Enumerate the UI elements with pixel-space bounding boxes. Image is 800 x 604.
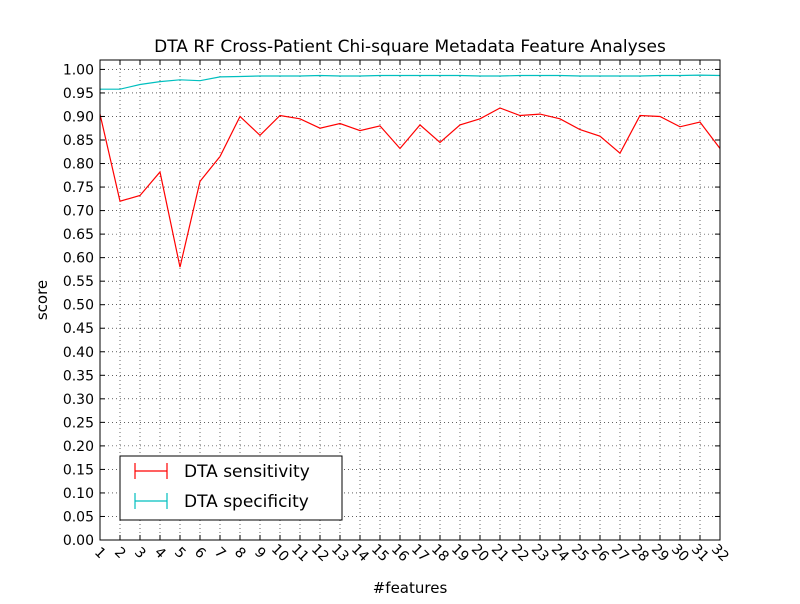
x-tick-label: 6 <box>191 544 209 562</box>
x-tick-label: 23 <box>528 541 552 565</box>
y-axis-label: score <box>33 280 51 320</box>
y-tick-label: 0.80 <box>63 157 94 173</box>
y-tick-label: 1.00 <box>63 62 94 78</box>
legend: DTA sensitivity DTA specificity <box>119 455 343 521</box>
x-tick-label: 10 <box>268 541 292 565</box>
legend-label: DTA specificity <box>184 492 309 512</box>
x-axis-label: #features <box>373 579 448 597</box>
y-tick-label: 0.40 <box>63 345 94 361</box>
legend-entry: DTA sensitivity <box>134 462 310 482</box>
y-tick-label: 0.85 <box>63 133 94 149</box>
x-tick-label: 17 <box>408 541 432 565</box>
x-tick-label: 14 <box>348 541 372 565</box>
x-tick-label: 5 <box>171 544 189 562</box>
x-tick-label: 7 <box>211 544 229 562</box>
series-line-1 <box>100 74 721 90</box>
y-tick-label: 0.20 <box>63 439 94 455</box>
legend-box <box>119 455 343 521</box>
x-tick-label: 16 <box>388 541 412 565</box>
y-tick-label: 0.25 <box>63 415 94 431</box>
legend-label: DTA sensitivity <box>184 462 310 482</box>
x-tick-label: 24 <box>548 541 572 565</box>
x-tick-label: 25 <box>568 541 592 565</box>
x-tick-label: 3 <box>131 544 149 562</box>
y-tick-label: 0.95 <box>63 86 94 102</box>
x-tick-label: 12 <box>308 541 332 565</box>
y-tick-label: 0.15 <box>63 462 94 478</box>
x-tick-label: 20 <box>468 541 492 565</box>
y-tick-label: 0.55 <box>63 274 94 290</box>
y-tick-label: 0.90 <box>63 109 94 125</box>
y-tick-label: 0.70 <box>63 204 94 220</box>
chart-title: DTA RF Cross-Patient Chi-square Metadata… <box>154 37 666 57</box>
x-tick-label: 18 <box>428 541 452 565</box>
y-tick-label: 0.75 <box>63 180 94 196</box>
y-tick-label: 0.00 <box>63 533 94 549</box>
x-tick-label: 13 <box>328 541 352 565</box>
x-tick-label: 32 <box>708 541 732 565</box>
y-tick-label: 0.30 <box>63 392 94 408</box>
x-tick-label: 19 <box>448 541 472 565</box>
x-tick-label: 21 <box>488 541 512 565</box>
x-tick-label: 2 <box>111 544 129 562</box>
legend-entry: DTA specificity <box>134 492 309 512</box>
x-tick-label: 22 <box>508 541 532 565</box>
y-tick-label: 0.65 <box>63 227 94 243</box>
y-tick-label: 0.35 <box>63 368 94 384</box>
y-tick-label: 0.05 <box>63 509 94 525</box>
series-lines <box>99 74 721 268</box>
x-tick-label: 8 <box>231 544 249 562</box>
x-tick-label: 9 <box>251 544 269 562</box>
series-line-0 <box>99 107 721 268</box>
y-tick-label: 0.45 <box>63 321 94 337</box>
y-tick-label: 0.50 <box>63 298 94 314</box>
x-tick-label: 15 <box>368 541 392 565</box>
x-tick-label: 30 <box>668 541 692 565</box>
plot-area-frame <box>99 59 721 541</box>
y-tick-label: 0.10 <box>63 486 94 502</box>
x-tick-label: 4 <box>151 544 169 562</box>
x-tick-label: 11 <box>288 541 312 565</box>
x-tick-label: 26 <box>588 541 612 565</box>
y-tick-label: 0.60 <box>63 251 94 267</box>
x-tick-label: 29 <box>648 541 672 565</box>
x-tick-label: 31 <box>688 541 712 565</box>
x-tick-label: 27 <box>608 541 632 565</box>
x-tick-label: 28 <box>628 541 652 565</box>
